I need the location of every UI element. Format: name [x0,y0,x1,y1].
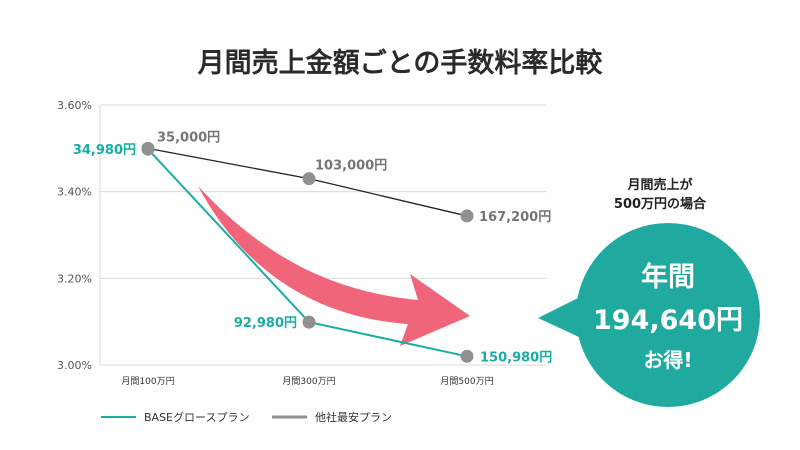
savings-bubble-circle [576,223,760,407]
y-tick-label: 3.40% [57,186,92,199]
base-plan-point-label: 34,980円 [73,143,136,158]
base-plan-point [141,142,155,156]
x-tick-label: 月間100万円 [121,376,174,387]
point-labels: 35,000円 103,000円 167,200円 34,980円 92,980円 150… [73,130,552,365]
x-tick-label: 月間300万円 [282,376,335,387]
other-plan-point [460,209,474,223]
series-group [141,141,474,363]
other-plan-point-label: 35,000円 [157,130,220,145]
y-tick-label: 3.60% [57,99,92,112]
y-axis: 3.60% 3.40% 3.20% 3.00% [57,99,92,372]
other-plan-point-label: 103,000円 [315,159,387,174]
other-plan-point-label: 167,200円 [479,210,551,225]
legend: BASEグロースプラン 他社最安プラン [101,410,392,424]
bubble-line3: お得! [643,348,692,372]
savings-bubble-tail [538,292,594,344]
y-tick-label: 3.20% [57,272,92,285]
base-plan-point-label: 150,980円 [480,350,552,365]
legend-base-label: BASEグロースプラン [144,410,249,424]
legend-other-label: 他社最安プラン [315,410,392,424]
decrease-arrow [198,186,470,346]
bubble-line2: 194,640円 [593,305,743,336]
base-plan-point-label: 92,980円 [234,316,297,331]
base-plan-point [460,349,474,363]
y-tick-label: 3.00% [57,359,92,372]
other-plan-point [302,172,316,186]
callout-note-line1: 月間売上が [626,177,692,193]
x-axis: 月間100万円 月間300万円 月間500万円 [121,376,493,387]
chart-title: 月間売上金額ごとの手数料率比較 [197,47,604,79]
callout-note-line2: 500万円の場合 [614,196,707,212]
savings-bubble: 年間 194,640円 お得! [538,223,760,407]
x-tick-label: 月間500万円 [440,376,493,387]
bubble-line1: 年間 [641,261,695,293]
base-plan-point [302,315,316,329]
